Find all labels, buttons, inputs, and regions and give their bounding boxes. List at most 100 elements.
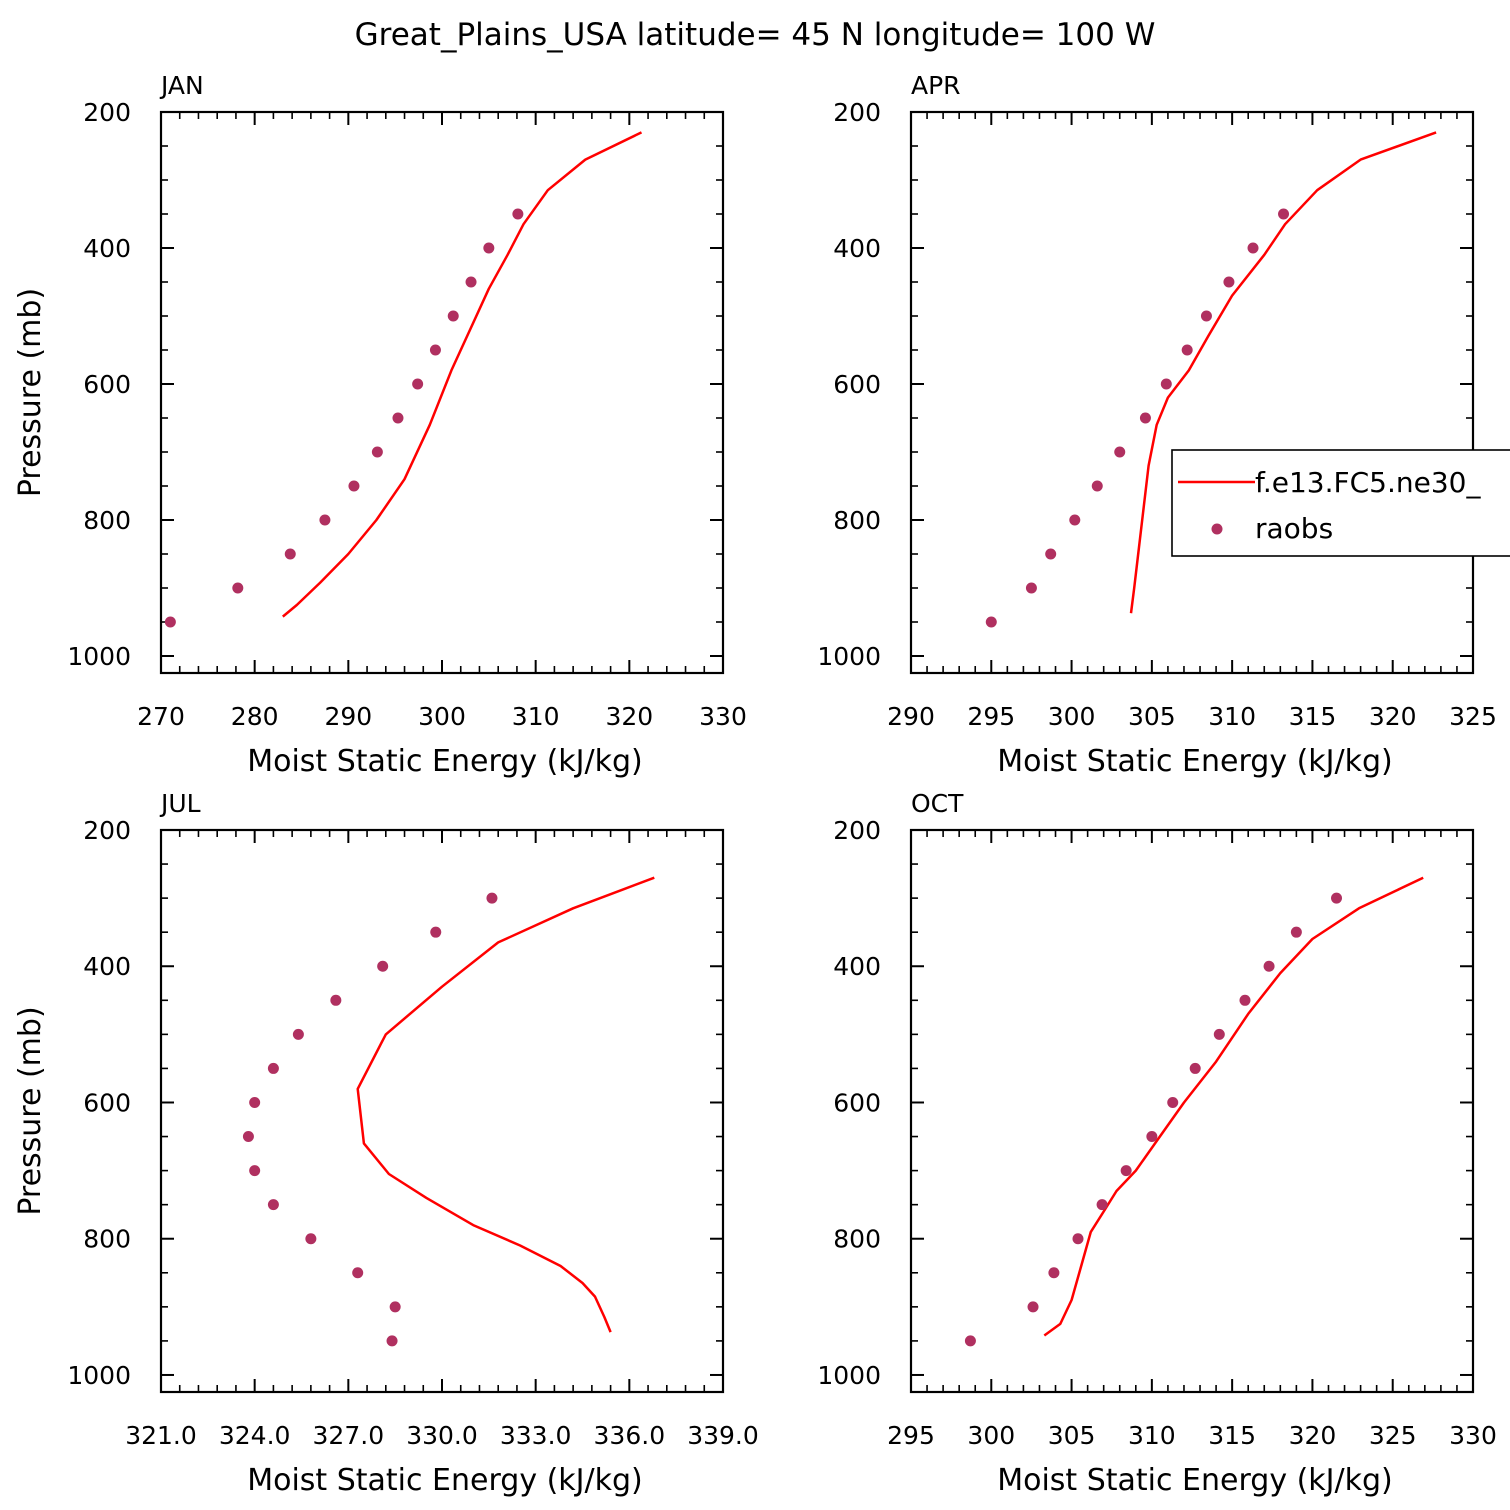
x-tick-label: 315 xyxy=(1289,702,1337,731)
obs-point xyxy=(1027,1301,1039,1313)
obs-point xyxy=(1200,310,1212,322)
series-line-model xyxy=(1043,876,1424,1337)
x-tick-label: 320 xyxy=(1289,1421,1337,1450)
obs-point xyxy=(389,1301,401,1313)
obs-point xyxy=(985,616,997,628)
legend-marker-swatch xyxy=(1211,523,1223,535)
x-tick-label: 333.0 xyxy=(500,1421,572,1450)
y-tick-label: 1000 xyxy=(817,1361,881,1390)
x-tick-label: 330 xyxy=(1449,1421,1497,1450)
y-tick-label: 800 xyxy=(83,1225,131,1254)
obs-point xyxy=(249,1165,261,1177)
x-tick-label: 300 xyxy=(967,1421,1015,1450)
x-tick-label: 310 xyxy=(512,702,560,731)
obs-point xyxy=(1120,1165,1132,1177)
obs-point xyxy=(1278,208,1290,220)
y-tick-label: 200 xyxy=(833,98,881,127)
obs-point xyxy=(412,378,424,390)
legend-label-model: f.e13.FC5.ne30_ xyxy=(1255,466,1481,499)
obs-point xyxy=(1331,892,1343,904)
obs-point xyxy=(1167,1096,1179,1108)
obs-point xyxy=(1091,480,1103,492)
figure-title: Great_Plains_USA latitude= 45 N longitud… xyxy=(355,17,1156,53)
x-tick-label: 295 xyxy=(887,1421,935,1450)
obs-point xyxy=(267,1199,279,1211)
x-axis-label: Moist Static Energy (kJ/kg) xyxy=(997,1463,1393,1498)
x-tick-label: 305 xyxy=(1048,1421,1096,1450)
y-tick-label: 400 xyxy=(83,952,131,981)
y-tick-label: 800 xyxy=(83,506,131,535)
obs-point xyxy=(305,1233,317,1245)
x-tick-label: 300 xyxy=(418,702,466,731)
y-tick-label: 400 xyxy=(833,952,881,981)
y-tick-label: 400 xyxy=(833,234,881,263)
x-tick-label: 320 xyxy=(605,702,653,731)
obs-point xyxy=(1069,514,1081,526)
y-tick-label: 200 xyxy=(833,816,881,845)
y-tick-label: 200 xyxy=(83,816,131,845)
legend-label-obs: raobs xyxy=(1255,512,1333,545)
series-line-model xyxy=(1129,131,1437,614)
obs-point xyxy=(352,1267,364,1279)
obs-point xyxy=(1146,1131,1158,1143)
y-axis-label: Pressure (mb) xyxy=(13,288,48,497)
obs-point xyxy=(1096,1199,1108,1211)
y-tick-label: 1000 xyxy=(67,642,131,671)
obs-point xyxy=(1048,1267,1060,1279)
panel-title: OCT xyxy=(911,789,964,818)
x-tick-label: 339.0 xyxy=(687,1421,759,1450)
x-tick-label: 321.0 xyxy=(125,1421,197,1450)
x-tick-label: 300 xyxy=(1048,702,1096,731)
x-tick-label: 310 xyxy=(1208,702,1256,731)
x-tick-label: 310 xyxy=(1128,1421,1176,1450)
obs-point xyxy=(430,926,442,938)
obs-point xyxy=(164,616,176,628)
panel-title: JAN xyxy=(159,71,204,100)
y-tick-label: 800 xyxy=(833,506,881,535)
x-tick-label: 270 xyxy=(137,702,185,731)
obs-point xyxy=(392,412,404,424)
y-tick-label: 600 xyxy=(833,1088,881,1117)
obs-point xyxy=(371,446,383,458)
obs-point xyxy=(249,1096,261,1108)
obs-point xyxy=(1263,960,1275,972)
x-tick-label: 327.0 xyxy=(313,1421,385,1450)
panel-oct: OCT 295 300 305 310 315 320 325 330 200 400 600 800 1… xyxy=(817,789,1496,1498)
panel-jan: JAN 270 280 290 300 310 320 330 200 400 600 800 1000… xyxy=(13,71,747,779)
obs-point xyxy=(1114,446,1126,458)
x-tick-label: 305 xyxy=(1128,702,1176,731)
legend: f.e13.FC5.ne30_raobs xyxy=(1171,449,1510,557)
y-tick-label: 1000 xyxy=(67,1361,131,1390)
obs-point xyxy=(1290,926,1302,938)
x-tick-label: 330.0 xyxy=(406,1421,478,1450)
obs-point xyxy=(964,1335,976,1347)
obs-point xyxy=(1239,994,1251,1006)
obs-point xyxy=(465,276,477,288)
y-tick-label: 800 xyxy=(833,1225,881,1254)
obs-point xyxy=(429,344,441,356)
panel-apr: APR 290 295 300 305 310 315 320 325 200 400 600 800 1… xyxy=(817,71,1496,779)
x-tick-label: 280 xyxy=(231,702,279,731)
y-tick-label: 1000 xyxy=(817,642,881,671)
x-tick-label: 330 xyxy=(699,702,747,731)
obs-point xyxy=(1223,276,1235,288)
y-tick-label: 600 xyxy=(833,370,881,399)
y-tick-label: 600 xyxy=(83,370,131,399)
x-axis-label: Moist Static Energy (kJ/kg) xyxy=(997,744,1393,779)
x-tick-label: 324.0 xyxy=(219,1421,291,1450)
x-axis-label: Moist Static Energy (kJ/kg) xyxy=(247,1463,643,1498)
obs-point xyxy=(377,960,389,972)
panel-title: APR xyxy=(911,71,961,100)
obs-point xyxy=(319,514,331,526)
panel-jul: JUL 321.0 324.0 327.0 330.0 333.0 336.0 339.0 20… xyxy=(13,789,759,1498)
x-tick-label: 295 xyxy=(967,702,1015,731)
obs-point xyxy=(1213,1028,1225,1040)
x-tick-label: 325 xyxy=(1369,1421,1417,1450)
obs-point xyxy=(348,480,360,492)
x-tick-label: 320 xyxy=(1369,702,1417,731)
panels-layer: JAN 270 280 290 300 310 320 330 200 400 600 800 1000… xyxy=(13,71,1510,1498)
plot-frame xyxy=(909,110,1475,675)
panel-title: JUL xyxy=(159,789,201,818)
